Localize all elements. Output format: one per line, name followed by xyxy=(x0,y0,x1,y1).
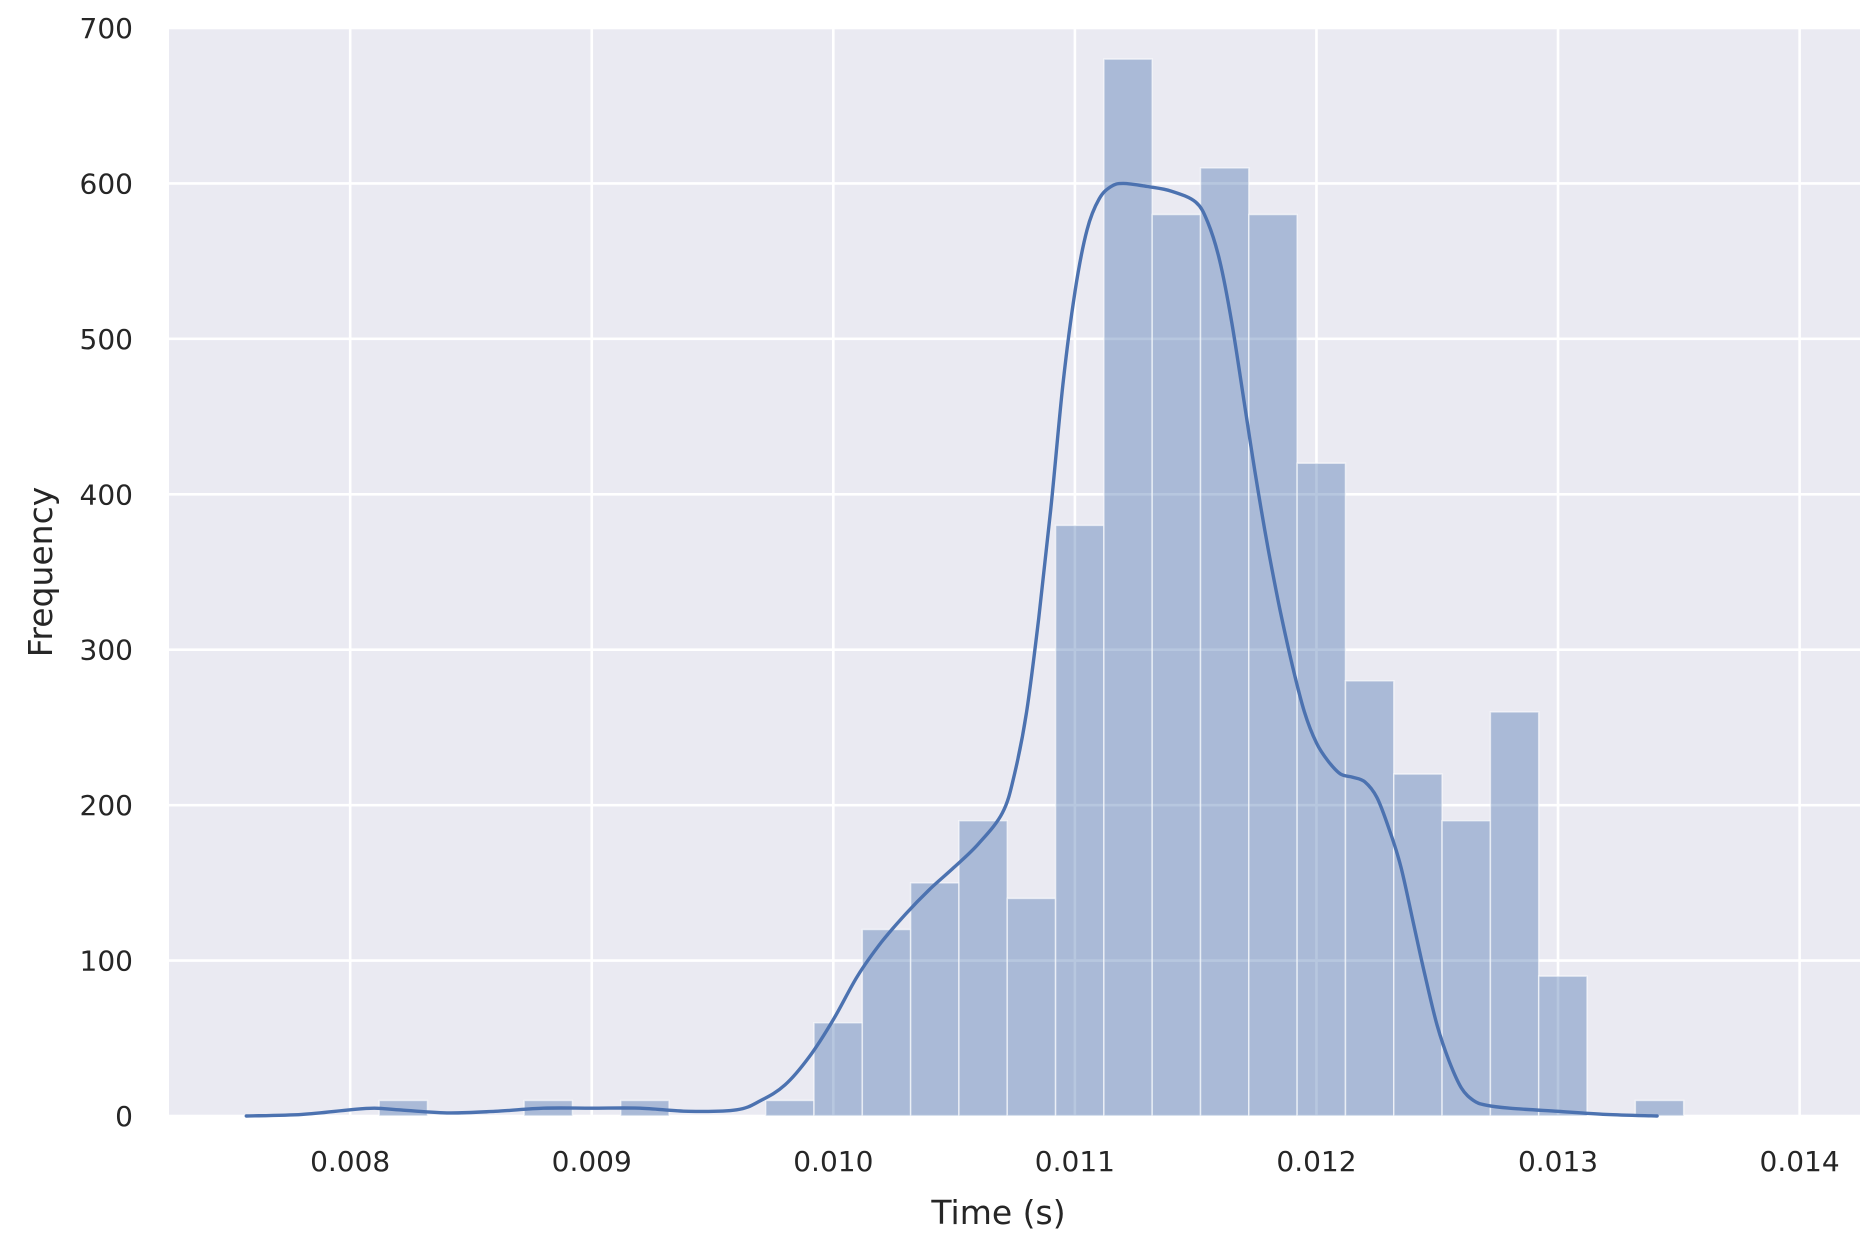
histogram-bar xyxy=(1248,213,1298,1117)
histogram-bar xyxy=(1103,58,1153,1117)
y-tick-label: 200 xyxy=(80,789,133,822)
histogram-bar xyxy=(1441,819,1492,1117)
x-tick-label: 0.010 xyxy=(793,1145,873,1178)
histogram-bar xyxy=(958,819,1009,1117)
x-tick-label: 0.011 xyxy=(1035,1145,1115,1178)
histogram-bar xyxy=(1006,897,1057,1117)
histogram-bar xyxy=(909,882,960,1117)
histogram-bar xyxy=(1489,711,1540,1117)
y-tick-label: 700 xyxy=(80,12,133,45)
plot-background xyxy=(169,28,1860,1116)
grid-lines xyxy=(169,26,1860,1118)
y-axis-label: Frequency xyxy=(21,487,60,657)
histogram-bar xyxy=(1199,167,1250,1117)
y-tick-label: 100 xyxy=(80,945,133,978)
histogram-bar xyxy=(764,1099,815,1117)
kde-curve xyxy=(244,181,1659,1118)
y-tick-label: 300 xyxy=(80,634,133,667)
x-tick-label: 0.009 xyxy=(552,1145,632,1178)
x-tick-labels: 0.008 0.009 0.010 0.011 0.012 0.013 0.014 xyxy=(310,1145,1840,1178)
y-tick-label: 500 xyxy=(80,323,133,356)
histogram-bar xyxy=(1344,680,1395,1117)
histogram-bar xyxy=(1054,524,1105,1117)
x-tick-label: 0.008 xyxy=(310,1145,390,1178)
x-axis-label: Time (s) xyxy=(930,1193,1065,1232)
y-tick-label: 0 xyxy=(115,1100,133,1133)
x-tick-label: 0.013 xyxy=(1518,1145,1598,1178)
x-tick-label: 0.012 xyxy=(1276,1145,1356,1178)
y-tick-label: 600 xyxy=(80,167,133,200)
y-tick-label: 400 xyxy=(80,478,133,511)
histogram-bar xyxy=(1151,213,1202,1117)
histogram-bar xyxy=(1537,975,1588,1117)
histogram-bar xyxy=(1634,1099,1685,1117)
y-tick-labels: 0 100 200 300 400 500 600 700 xyxy=(80,12,133,1133)
x-tick-label: 0.014 xyxy=(1760,1145,1840,1178)
histogram-bar xyxy=(1296,462,1347,1117)
